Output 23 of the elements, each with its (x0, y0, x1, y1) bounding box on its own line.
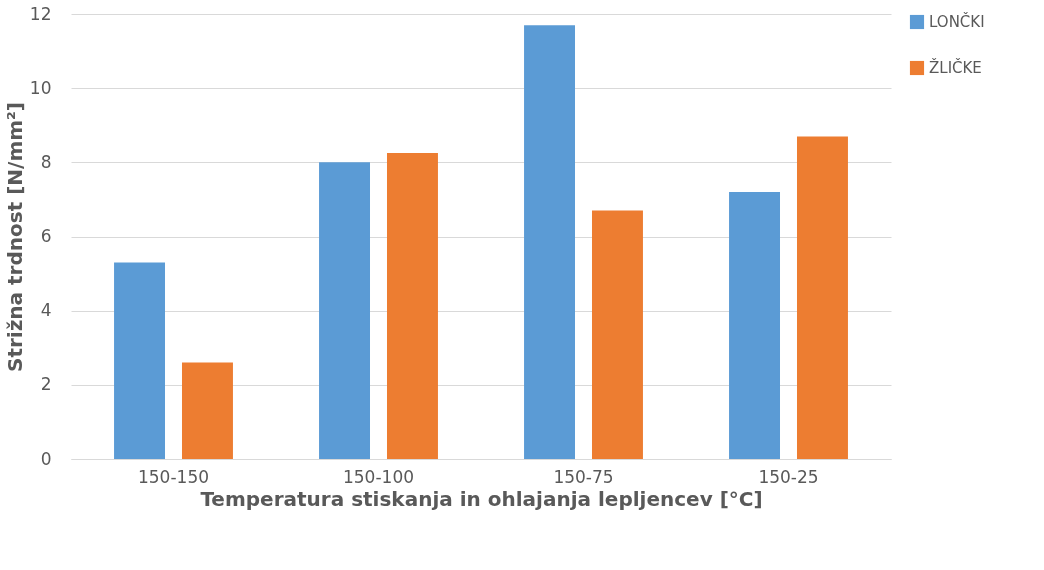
bar (181, 362, 233, 459)
y-tick-label: 2 (40, 374, 52, 395)
x-tick-label: 150-25 (758, 466, 819, 487)
bar (114, 262, 166, 459)
x-tick-label: 150-100 (342, 466, 415, 487)
bar (591, 210, 643, 459)
y-tick-label: 8 (40, 151, 52, 172)
y-tick-label: 12 (29, 3, 52, 24)
bar (319, 162, 371, 459)
bar (386, 153, 438, 459)
bar (729, 192, 781, 459)
y-tick-label: 10 (29, 77, 52, 98)
x-tick-label: 150-75 (553, 466, 614, 487)
bar (524, 25, 576, 459)
y-axis-title: Strižna trdnost [N/mm²] (2, 102, 27, 372)
x-axis-title: Temperatura stiskanja in ohlajanja lepljencev [°C] (200, 486, 763, 511)
bar (796, 136, 848, 459)
x-tick-label: 150-150 (137, 466, 210, 487)
y-tick-label: 4 (40, 300, 52, 321)
y-tick-label: 0 (40, 448, 52, 469)
legend-label: LONČKI (929, 12, 985, 31)
legend-label: ŽLIČKE (929, 58, 982, 77)
y-tick-label: 6 (40, 226, 52, 246)
